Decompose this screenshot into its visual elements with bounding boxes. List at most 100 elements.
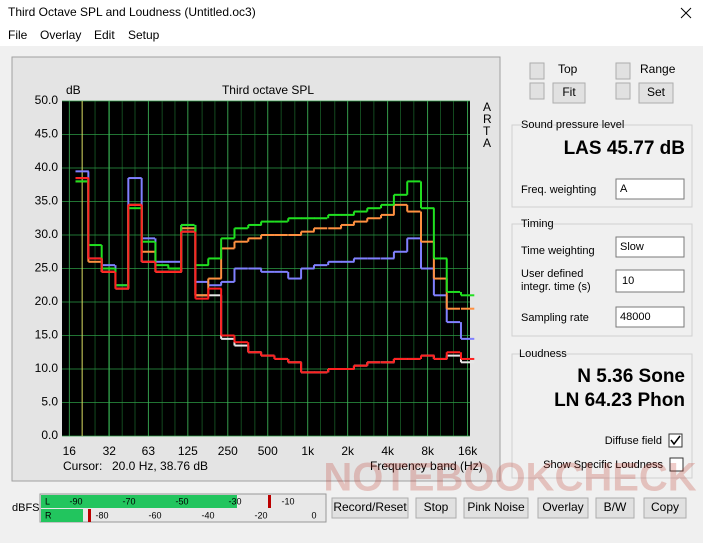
meter-tick: -90	[69, 496, 82, 506]
checkbox-label: Show Specific Loudness	[543, 459, 663, 471]
x-tick-label: 4k	[381, 444, 395, 458]
x-tick-label: 500	[258, 444, 278, 458]
channel-label: R	[45, 510, 52, 520]
checkbox[interactable]	[669, 457, 684, 472]
x-tick-label: 32	[103, 444, 117, 458]
window-title: Third Octave SPL and Loudness (Untitled.…	[8, 5, 256, 19]
plot	[62, 100, 475, 437]
group-heading: Loudness	[519, 348, 567, 360]
menu-item[interactable]: Setup	[128, 28, 160, 42]
y-tick-label: 35.0	[35, 194, 59, 208]
y-tick-label: 45.0	[35, 127, 59, 141]
field-label: User defined	[521, 268, 583, 280]
check-mark	[670, 435, 681, 446]
button[interactable]	[463, 497, 529, 519]
sone-reading: N 5.36 Sone	[577, 366, 685, 387]
y-tick-label: 10.0	[35, 361, 59, 375]
spin-down[interactable]	[529, 82, 545, 100]
channel-label: L	[45, 496, 50, 506]
meter-level-left	[41, 495, 237, 508]
y-tick-label: 50.0	[35, 93, 59, 107]
button[interactable]	[331, 497, 409, 519]
dropdown[interactable]	[615, 178, 685, 200]
meter-scale: -90 -70 -50 -30 -10 -80 -60 -40 -20 0	[69, 496, 316, 520]
dropdown[interactable]	[615, 306, 685, 328]
spin-up[interactable]	[529, 62, 545, 80]
dropdown-value: 48000	[620, 311, 651, 323]
spin-down[interactable]	[615, 82, 631, 100]
series	[75, 177, 475, 374]
button-label: Overlay	[542, 500, 583, 514]
meter-level-right	[41, 509, 83, 522]
timing-group	[511, 223, 693, 337]
x-tick-label: 2k	[341, 444, 355, 458]
top-label: Top	[558, 62, 578, 76]
phon-reading: LN 64.23 Phon	[554, 390, 685, 411]
meter-tick: -10	[281, 496, 294, 506]
y-tick-label: 30.0	[35, 227, 59, 241]
button[interactable]	[415, 497, 457, 519]
menu-item[interactable]: Edit	[94, 28, 115, 42]
button-label: Copy	[651, 500, 679, 514]
text-input[interactable]	[615, 269, 685, 293]
button-row: Record/Reset Stop Pink Noise Overlay B/W Copy	[331, 497, 687, 519]
button-label: Pink Noise	[467, 500, 525, 514]
fit-label: Fit	[562, 85, 576, 99]
checkbox-label: Diffuse field	[605, 435, 662, 447]
menu-item[interactable]: File	[8, 28, 28, 42]
watermark: NOTEBOOKCHECK	[323, 456, 696, 500]
cursor-label: Cursor:	[63, 459, 102, 473]
field-label: Time weighting	[521, 245, 595, 257]
dropdown-value: Slow	[620, 241, 644, 253]
y-tick-label: 40.0	[35, 160, 59, 174]
button-label: Record/Reset	[333, 500, 407, 514]
meter-tick: -80	[95, 510, 108, 520]
field-label: integr. time (s)	[521, 281, 591, 293]
y-tick-label: 25.0	[35, 261, 59, 275]
y-tick-label: 20.0	[35, 294, 59, 308]
chart-title: Third octave SPL	[222, 83, 314, 97]
field-label: Sampling rate	[521, 312, 589, 324]
y-tick-label: 5.0	[41, 395, 58, 409]
set-button[interactable]	[638, 82, 674, 104]
button[interactable]	[643, 497, 687, 519]
close-button[interactable]	[680, 7, 692, 19]
x-tick-label: 16k	[458, 444, 478, 458]
meter-peak	[268, 495, 271, 508]
meter-peak	[88, 509, 91, 522]
dropdown[interactable]	[615, 236, 685, 258]
x-tick-label: 16	[63, 444, 77, 458]
meter-label: dBFS	[12, 502, 40, 514]
input-value: 10	[622, 275, 634, 287]
y-unit: dB	[66, 83, 81, 97]
range-label: Range	[640, 62, 676, 76]
cursor-value: 20.0 Hz, 38.76 dB	[112, 459, 208, 473]
meter-tick: -70	[122, 496, 135, 506]
loudness-group	[511, 353, 693, 479]
button[interactable]	[537, 497, 589, 519]
menu-bar	[0, 28, 703, 46]
meter-tick: -30	[228, 496, 241, 506]
set-label: Set	[647, 85, 666, 99]
spin-up[interactable]	[615, 62, 631, 80]
meter-tick: -20	[254, 510, 267, 520]
x-tick-label: 63	[142, 444, 156, 458]
meter-tick: -40	[201, 510, 214, 520]
spl-group	[511, 124, 693, 208]
x-tick-label: 250	[218, 444, 238, 458]
title-bar	[0, 0, 703, 28]
fit-button[interactable]	[552, 82, 586, 104]
y-tick-label: 15.0	[35, 328, 59, 342]
meter-tick: 0	[311, 510, 316, 520]
spl-reading: LAS 45.77 dB	[564, 138, 685, 159]
group-heading: Timing	[521, 218, 554, 230]
menu-item[interactable]: Overlay	[40, 28, 81, 42]
x-tick-label: 8k	[421, 444, 435, 458]
x-tick-label: 125	[178, 444, 198, 458]
x-tick-label: 1k	[301, 444, 315, 458]
field-label: Freq. weighting	[521, 184, 596, 196]
button-label: Stop	[424, 500, 449, 514]
button[interactable]	[595, 497, 635, 519]
